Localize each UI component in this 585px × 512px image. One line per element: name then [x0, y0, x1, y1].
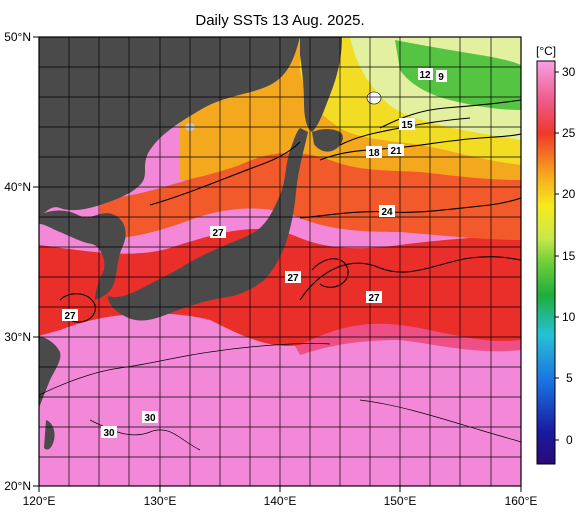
- contour-label-27-east: 27: [366, 291, 382, 304]
- lon-tick-130: 130°E: [144, 494, 177, 508]
- contour-label-12: 12: [418, 68, 433, 81]
- svg-text:15: 15: [401, 120, 413, 131]
- japanese-archipelago: [108, 128, 308, 321]
- cold-eddy-ring: [366, 91, 382, 105]
- contour-label-27-boso: 27: [285, 271, 301, 284]
- asian-mainland-north: [39, 37, 300, 215]
- colorbar-tick-15: 15: [562, 249, 576, 263]
- hokkaido-island: [312, 129, 343, 152]
- map-title: Daily SSTs 13 Aug. 2025.: [195, 12, 365, 29]
- svg-text:9: 9: [438, 72, 444, 83]
- contour-label-27-japan-sea: 27: [210, 226, 226, 239]
- contour-27-eddy: [311, 258, 349, 288]
- ocean-field: [39, 37, 521, 486]
- taiwan-island: [44, 420, 55, 450]
- lat-tick-50: 50°N: [4, 30, 31, 44]
- graticule: [39, 37, 521, 486]
- svg-text:27: 27: [64, 311, 76, 322]
- colorbar-unit: [°C]: [536, 44, 556, 58]
- lat-tick-30: 30°N: [4, 330, 31, 344]
- contour-label-15: 15: [399, 118, 415, 131]
- colorbar: [°C] 30 25 20 15 10 5 0: [536, 44, 576, 465]
- contour-24: [299, 197, 521, 219]
- korean-peninsula-region: [39, 210, 126, 300]
- lon-tick-150: 150°E: [384, 494, 417, 508]
- lon-tick-120: 120°E: [23, 494, 56, 508]
- colorbar-tick-0: 0: [566, 433, 573, 447]
- colorbar-tick-25: 25: [562, 126, 576, 140]
- svg-text:12: 12: [419, 70, 431, 81]
- lon-tick-140: 140°E: [264, 494, 297, 508]
- colorbar-gradient: [536, 60, 556, 465]
- svg-text:21: 21: [390, 146, 402, 157]
- lat-tick-20: 20°N: [4, 479, 31, 493]
- contour-labels: 12 9 15 18 21 24 27 27 27 27 30 30: [62, 68, 447, 439]
- svg-text:18: 18: [368, 148, 380, 159]
- svg-text:30: 30: [103, 428, 115, 439]
- contour-label-27-west: 27: [62, 309, 78, 322]
- contour-30-north: [39, 343, 331, 396]
- contour-label-24: 24: [379, 205, 395, 218]
- contour-label-30-south: 30: [101, 426, 117, 439]
- contour-15: [379, 99, 521, 129]
- axis-tick-marks: [33, 36, 522, 492]
- lat-tick-40: 40°N: [4, 180, 31, 194]
- svg-text:24: 24: [381, 207, 393, 218]
- contour-label-30-north: 30: [142, 411, 158, 424]
- svg-text:27: 27: [368, 293, 380, 304]
- colorbar-tick-5: 5: [566, 371, 573, 385]
- contour-27-west: [59, 293, 96, 323]
- contour-21: [319, 133, 521, 161]
- contour-japan-sea: [149, 141, 301, 206]
- colorbar-tick-10: 10: [562, 310, 576, 324]
- chinese-coast-south: [39, 336, 61, 408]
- colorbar-tick-30: 30: [562, 65, 576, 79]
- svg-text:27: 27: [287, 273, 299, 284]
- lon-tick-160: 160°E: [505, 494, 538, 508]
- contour-label-9: 9: [436, 70, 447, 83]
- contour-label-21: 21: [388, 144, 404, 157]
- svg-text:27: 27: [212, 228, 224, 239]
- colorbar-tick-20: 20: [562, 187, 576, 201]
- ocean-green-zone: [395, 40, 521, 110]
- contour-label-18: 18: [366, 146, 382, 159]
- contour-27-east: [299, 256, 521, 301]
- svg-text:30: 30: [144, 413, 156, 424]
- sakhalin-island: [300, 37, 342, 132]
